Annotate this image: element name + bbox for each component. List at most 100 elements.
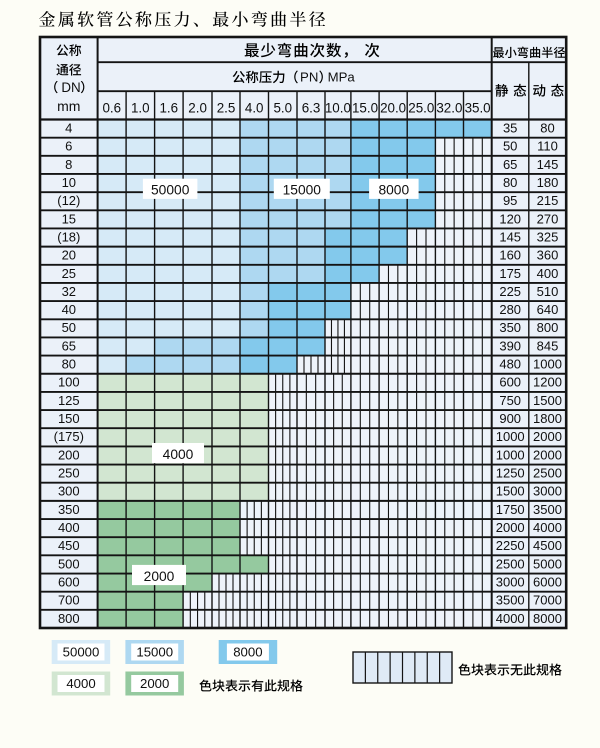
svg-text:65: 65 (503, 157, 517, 172)
svg-text:5000: 5000 (533, 556, 562, 571)
svg-text:8: 8 (65, 157, 72, 172)
svg-text:4000: 4000 (163, 447, 194, 462)
svg-text:32.0: 32.0 (436, 101, 462, 116)
svg-text:10.0: 10.0 (325, 101, 351, 116)
svg-text:4.0: 4.0 (245, 101, 264, 116)
svg-text:1750: 1750 (496, 502, 525, 517)
svg-text:4500: 4500 (533, 538, 562, 553)
svg-text:200: 200 (58, 447, 80, 462)
svg-text:50000: 50000 (151, 183, 190, 198)
svg-text:2.5: 2.5 (217, 101, 236, 116)
svg-text:80: 80 (62, 357, 76, 372)
svg-text:4: 4 (65, 121, 72, 136)
svg-text:mm: mm (57, 98, 80, 114)
svg-text:400: 400 (58, 520, 80, 535)
svg-text:700: 700 (58, 593, 80, 608)
svg-text:450: 450 (58, 538, 80, 553)
svg-text:1.6: 1.6 (159, 101, 178, 116)
svg-text:225: 225 (499, 284, 521, 299)
svg-text:1000: 1000 (533, 357, 562, 372)
svg-text:270: 270 (537, 211, 559, 226)
svg-text:1800: 1800 (533, 411, 562, 426)
svg-text:400: 400 (537, 266, 559, 281)
svg-text:MPa: MPa (328, 70, 356, 85)
svg-text:1500: 1500 (496, 484, 525, 499)
svg-text:15.0: 15.0 (352, 101, 378, 116)
svg-text:600: 600 (58, 575, 80, 590)
svg-text:4000: 4000 (496, 611, 525, 626)
svg-text:(175): (175) (54, 429, 84, 444)
svg-text:1.0: 1.0 (131, 101, 150, 116)
svg-text:(12): (12) (57, 193, 80, 208)
svg-text:6000: 6000 (533, 575, 562, 590)
svg-text:3500: 3500 (496, 593, 525, 608)
svg-text:10: 10 (62, 175, 76, 190)
svg-text:35.0: 35.0 (465, 101, 491, 116)
svg-text:180: 180 (537, 175, 559, 190)
svg-text:DN: DN (61, 80, 80, 95)
svg-text:8000: 8000 (233, 645, 262, 660)
svg-text:3000: 3000 (496, 575, 525, 590)
svg-text:215: 215 (537, 193, 559, 208)
svg-text:80: 80 (503, 175, 517, 190)
svg-text:7000: 7000 (533, 593, 562, 608)
svg-text:2000: 2000 (533, 447, 562, 462)
svg-text:2500: 2500 (496, 556, 525, 571)
svg-text:600: 600 (499, 375, 521, 390)
svg-text:145: 145 (537, 157, 559, 172)
svg-text:(18): (18) (57, 229, 80, 244)
svg-text:250: 250 (58, 466, 80, 481)
svg-text:3000: 3000 (533, 484, 562, 499)
svg-text:110: 110 (537, 139, 558, 154)
svg-text:32: 32 (62, 284, 76, 299)
svg-text:1250: 1250 (496, 466, 525, 481)
svg-text:2000: 2000 (533, 429, 562, 444)
svg-text:50: 50 (62, 320, 76, 335)
svg-text:40: 40 (62, 302, 76, 317)
svg-text:20.0: 20.0 (380, 101, 406, 116)
svg-text:2.0: 2.0 (188, 101, 207, 116)
svg-text:510: 510 (537, 284, 559, 299)
svg-text:845: 845 (537, 338, 559, 353)
svg-text:325: 325 (537, 229, 559, 244)
svg-text:800: 800 (537, 320, 559, 335)
svg-text:150: 150 (58, 411, 80, 426)
svg-text:15000: 15000 (136, 645, 173, 660)
svg-text:6.3: 6.3 (302, 101, 321, 116)
svg-text:0.6: 0.6 (102, 101, 121, 116)
svg-text:100: 100 (58, 375, 80, 390)
svg-text:5.0: 5.0 (273, 101, 292, 116)
svg-text:360: 360 (537, 248, 559, 263)
svg-text:640: 640 (537, 302, 559, 317)
svg-text:125: 125 (58, 393, 80, 408)
svg-text:25.0: 25.0 (408, 101, 434, 116)
svg-text:160: 160 (499, 248, 521, 263)
svg-text:280: 280 (499, 302, 521, 317)
svg-text:1000: 1000 (496, 429, 525, 444)
svg-text:15000: 15000 (283, 183, 322, 198)
svg-text:15: 15 (62, 211, 76, 226)
svg-text:1200: 1200 (533, 375, 562, 390)
svg-text:390: 390 (499, 338, 521, 353)
svg-text:65: 65 (62, 338, 76, 353)
svg-text:20: 20 (62, 248, 76, 263)
svg-text:8000: 8000 (533, 611, 562, 626)
svg-text:25: 25 (62, 266, 76, 281)
svg-text:35: 35 (503, 121, 517, 136)
svg-text:8000: 8000 (378, 183, 409, 198)
svg-text:2000: 2000 (496, 520, 525, 535)
svg-text:50000: 50000 (63, 645, 100, 660)
svg-text:PN: PN (300, 70, 318, 85)
svg-text:3500: 3500 (533, 502, 562, 517)
svg-text:800: 800 (58, 611, 80, 626)
svg-text:350: 350 (499, 320, 521, 335)
svg-text:2000: 2000 (140, 676, 169, 691)
svg-text:145: 145 (499, 229, 521, 244)
svg-text:4000: 4000 (66, 676, 95, 691)
svg-text:2250: 2250 (496, 538, 525, 553)
svg-text:4000: 4000 (533, 520, 562, 535)
svg-text:350: 350 (58, 502, 80, 517)
svg-text:80: 80 (540, 121, 554, 136)
svg-text:1500: 1500 (533, 393, 562, 408)
svg-text:2000: 2000 (144, 569, 175, 584)
